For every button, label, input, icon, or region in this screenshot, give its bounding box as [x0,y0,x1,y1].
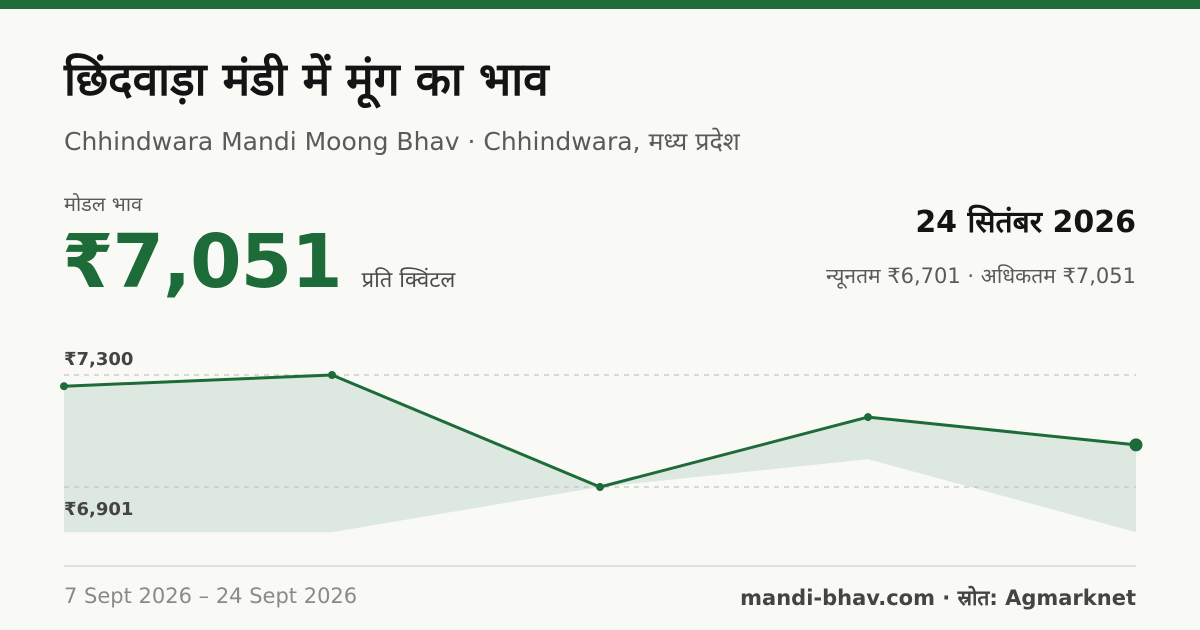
min-max-range: न्यूनतम ₹6,701 · अधिकतम ₹7,051 [826,264,1136,288]
price-point-0 [60,382,68,391]
latest-price-point [1129,438,1143,452]
price-unit: प्रति क्विंटल [361,268,456,293]
price-date: 24 सितंबर 2026 [915,205,1136,240]
page-title: छिंदवाड़ा मंडी में मूंग का भाव [64,52,549,106]
price-point-1 [328,371,336,379]
footer-source: mandi-bhav.com · स्रोत: Agmarknet [740,586,1136,610]
price-range-band [64,375,1136,533]
page-subtitle: Chhindwara Mandi Moong Bhav · Chhindwara… [64,127,740,156]
modal-price-label: मोडल भाव [64,192,143,216]
modal-price-value: ₹7,051 [62,219,343,305]
price-point-2 [596,483,604,491]
y-tick-label-0: ₹7,300 [64,349,133,370]
price-point-3 [864,413,872,422]
footer-date-range: 7 Sept 2026 – 24 Sept 2026 [64,584,358,608]
top-accent-bar [0,0,1200,9]
price-row: ₹7,051 प्रति क्विंटल [62,219,456,305]
y-tick-label-1: ₹6,901 [64,499,133,520]
